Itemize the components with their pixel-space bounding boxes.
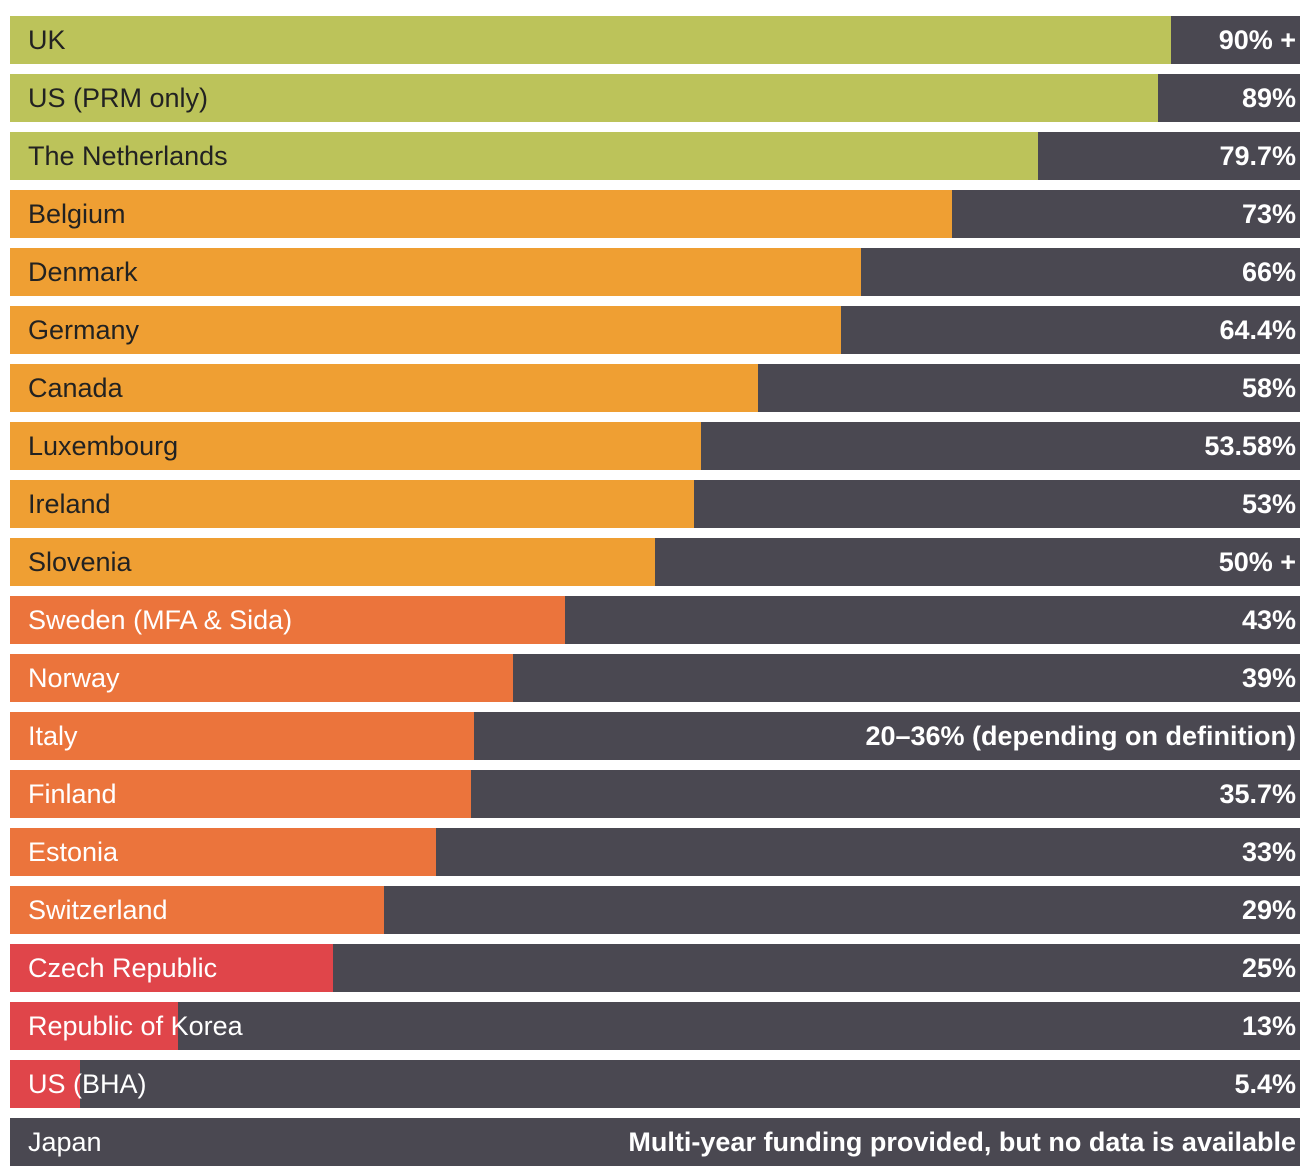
bar-fill — [10, 596, 565, 644]
bar-fill — [10, 538, 655, 586]
bar-fill — [10, 74, 1159, 122]
bar-category-label: Ireland — [28, 488, 111, 519]
bar-fill — [10, 944, 333, 992]
bar-value-label: 29% — [1241, 894, 1296, 925]
bar-category-label: Slovenia — [28, 546, 132, 577]
bar-value-label: 25% — [1241, 952, 1296, 983]
bar-value-label: 5.4% — [1234, 1068, 1296, 1099]
bar-row: Republic of Korea 13% — [10, 1002, 1300, 1050]
bar-fill — [10, 306, 841, 354]
bar-value-label: 53% — [1241, 488, 1296, 519]
bar-row: Norway 39% — [10, 654, 1300, 702]
bar-row: Estonia 33% — [10, 828, 1300, 876]
bar-category-label: Norway — [28, 662, 120, 693]
bar-category-label: UK — [28, 24, 66, 55]
bar-value-label: Multi-year funding provided, but no data… — [628, 1126, 1296, 1157]
bar-category-label: Republic of Korea — [28, 1010, 243, 1041]
bar-row: Belgium 73% — [10, 190, 1300, 238]
bar-fill — [10, 770, 471, 818]
bar-value-label: 53.58% — [1204, 430, 1296, 461]
bar-value-label: 39% — [1241, 662, 1296, 693]
bar-row: The Netherlands 79.7% — [10, 132, 1300, 180]
bar-row: Czech Republic 25% — [10, 944, 1300, 992]
bar-value-label: 50% + — [1218, 546, 1296, 577]
bar-fill — [10, 1060, 80, 1108]
bar-category-label: Finland — [28, 778, 117, 809]
bar-row: Japan Multi-year funding provided, but no… — [10, 1118, 1300, 1166]
bar-value-label: 79.7% — [1219, 140, 1296, 171]
bar-value-label: 89% — [1241, 82, 1296, 113]
bar-fill — [10, 1002, 178, 1050]
bar-fill — [10, 422, 702, 470]
bar-row: Slovenia 50% + — [10, 538, 1300, 586]
bar-category-label: Italy — [28, 720, 78, 751]
bar-fill — [10, 480, 694, 528]
bar-value-label: 33% — [1241, 836, 1296, 867]
bar-category-label: Luxembourg — [28, 430, 179, 461]
bar-row: Finland 35.7% — [10, 770, 1300, 818]
bar-category-label: US (PRM only) — [28, 82, 209, 113]
bar-category-label: Switzerland — [28, 894, 168, 925]
bar-fill — [10, 16, 1171, 64]
bar-row: Germany 64.4% — [10, 306, 1300, 354]
bar-category-label: Estonia — [28, 836, 119, 867]
bar-row: Luxembourg 53.58% — [10, 422, 1300, 470]
bar-value-label: 35.7% — [1219, 778, 1296, 809]
bar-row: US (PRM only) 89% — [10, 74, 1300, 122]
bar-fill — [10, 248, 862, 296]
bar-value-label: 58% — [1241, 372, 1296, 403]
bar-fill — [10, 654, 514, 702]
bar-value-label: 13% — [1241, 1010, 1296, 1041]
bar-row: Denmark 66% — [10, 248, 1300, 296]
bar-category-label: US (BHA) — [28, 1068, 147, 1099]
bar-category-label: Japan — [28, 1126, 102, 1157]
bar-value-label: 43% — [1241, 604, 1296, 635]
bar-category-label: Denmark — [28, 256, 138, 287]
bar-value-label: 90% + — [1218, 24, 1296, 55]
bar-fill — [10, 828, 436, 876]
bar-fill — [10, 886, 385, 934]
bar-value-label: 64.4% — [1219, 314, 1296, 345]
bar-fill — [10, 364, 759, 412]
bar-category-label: Germany — [28, 314, 140, 345]
bar-value-label: 20–36% (depending on definition) — [865, 720, 1296, 751]
bar-category-label: Canada — [28, 372, 123, 403]
bar-row: Canada 58% — [10, 364, 1300, 412]
bar-fill — [10, 190, 952, 238]
bar-value-label: 73% — [1241, 198, 1296, 229]
bar-category-label: The Netherlands — [28, 140, 228, 171]
bar-category-label: Czech Republic — [28, 952, 218, 983]
bar-row: Italy 20–36% (depending on definition) — [10, 712, 1300, 760]
bar-fill — [10, 132, 1039, 180]
bar-category-label: Sweden (MFA & Sida) — [28, 604, 293, 635]
bar-value-label: 66% — [1241, 256, 1296, 287]
bar-fill — [10, 712, 475, 760]
bar-row: US (BHA) 5.4% — [10, 1060, 1300, 1108]
bar-row: Switzerland 29% — [10, 886, 1300, 934]
bar-row: UK 90% + — [10, 16, 1300, 64]
bar-category-label: Belgium — [28, 198, 126, 229]
bar-row: Sweden (MFA & Sida) 43% — [10, 596, 1300, 644]
bar-row: Ireland 53% — [10, 480, 1300, 528]
